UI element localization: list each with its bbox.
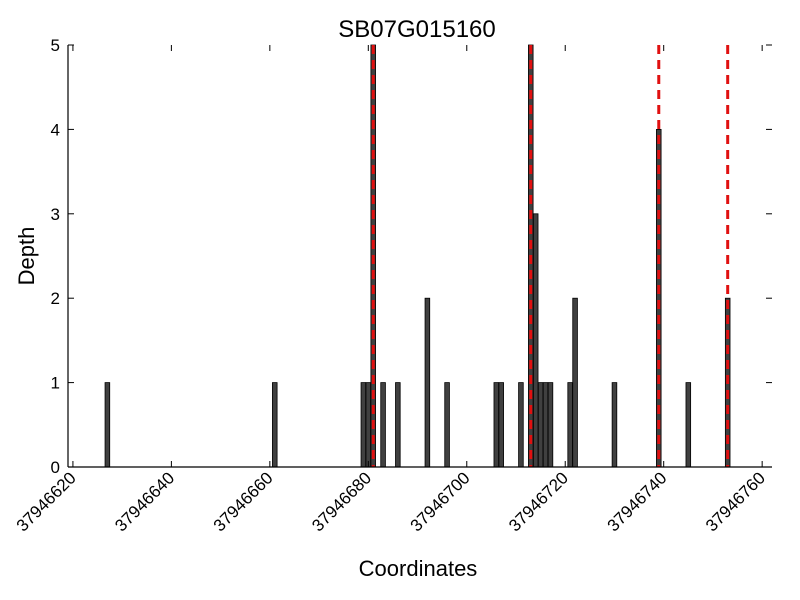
chart-title: SB07G015160 xyxy=(338,16,495,43)
y-ticks: 0 1 2 3 4 5 xyxy=(51,36,772,477)
bar-37946721 xyxy=(567,382,573,468)
bar-37946714 xyxy=(532,213,539,468)
x-tick-label: 37946660 xyxy=(210,468,277,535)
x-axis-label: Coordinates xyxy=(359,556,478,581)
y-axis-label: Depth xyxy=(14,227,39,286)
bar-37946745 xyxy=(685,382,692,468)
bar-37946683 xyxy=(380,382,386,468)
y-tick-label: 1 xyxy=(51,374,60,393)
x-tick-label: 37946620 xyxy=(13,468,80,535)
y-tick-label: 2 xyxy=(51,289,60,308)
bar-37946717 xyxy=(547,382,554,468)
x-tick-label: 37946680 xyxy=(308,468,375,535)
bar-37946661 xyxy=(272,382,278,468)
bar-37946711 xyxy=(518,382,524,468)
marker-lines-layer xyxy=(371,45,730,467)
bar-37946707 xyxy=(498,382,504,468)
bar-37946715 xyxy=(537,382,544,468)
bar-37946730 xyxy=(611,382,618,468)
bar-37946686 xyxy=(395,382,401,468)
bar-37946716 xyxy=(542,382,549,468)
y-tick-label: 5 xyxy=(51,36,60,55)
bar-37946696 xyxy=(444,382,450,468)
x-tick-label: 37946640 xyxy=(111,468,178,535)
y-tick-label: 0 xyxy=(51,458,60,477)
bar-37946692 xyxy=(424,297,431,468)
x-tick-label: 37946720 xyxy=(505,468,572,535)
bar-37946679 xyxy=(360,382,367,468)
bar-37946680 xyxy=(365,382,372,468)
x-tick-label: 37946740 xyxy=(604,468,671,535)
bars-layer xyxy=(104,44,731,468)
x-tick-label: 37946700 xyxy=(407,468,474,535)
y-tick-label: 3 xyxy=(51,205,60,224)
bar-37946706 xyxy=(493,382,500,468)
x-ticks: 37946620 37946640 37946660 37946680 37946700… xyxy=(13,45,769,535)
x-tick-label: 37946760 xyxy=(702,468,769,535)
y-tick-label: 4 xyxy=(51,120,60,139)
bar-37946627 xyxy=(104,382,111,468)
bar-37946722 xyxy=(572,297,578,468)
